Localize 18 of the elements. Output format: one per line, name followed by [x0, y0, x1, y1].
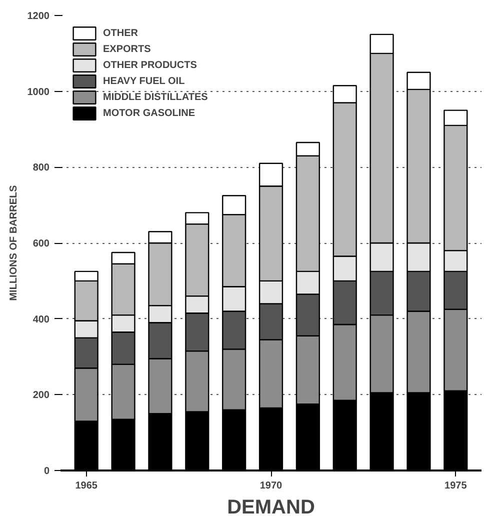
x-axis-title: DEMAND — [227, 496, 315, 518]
legend-label: OTHER — [103, 26, 138, 40]
legend-label: MIDDLE DISTILLATES — [103, 90, 208, 104]
legend-label: OTHER PRODUCTS — [103, 58, 197, 72]
y-tick-label: 200 — [32, 390, 50, 402]
y-tick-label: 400 — [32, 314, 50, 326]
y-tick-label: 0 — [44, 466, 50, 477]
legend-label: HEAVY FUEL OIL — [103, 74, 185, 88]
y-tick-label: 1200 — [27, 11, 50, 22]
legend-label: MOTOR GASOLINE — [103, 106, 196, 120]
x-tick-label: 1965 — [75, 480, 98, 492]
y-axis-title: MILLIONS OF BARRELS — [8, 184, 20, 301]
y-tick-label: 1000 — [27, 86, 50, 98]
y-tick-label: 600 — [32, 238, 50, 250]
y-tick-label: 800 — [32, 162, 50, 174]
x-tick-label: 1975 — [444, 480, 468, 492]
legend-label: EXPORTS — [103, 42, 151, 56]
x-tick-label: 1970 — [260, 480, 283, 492]
